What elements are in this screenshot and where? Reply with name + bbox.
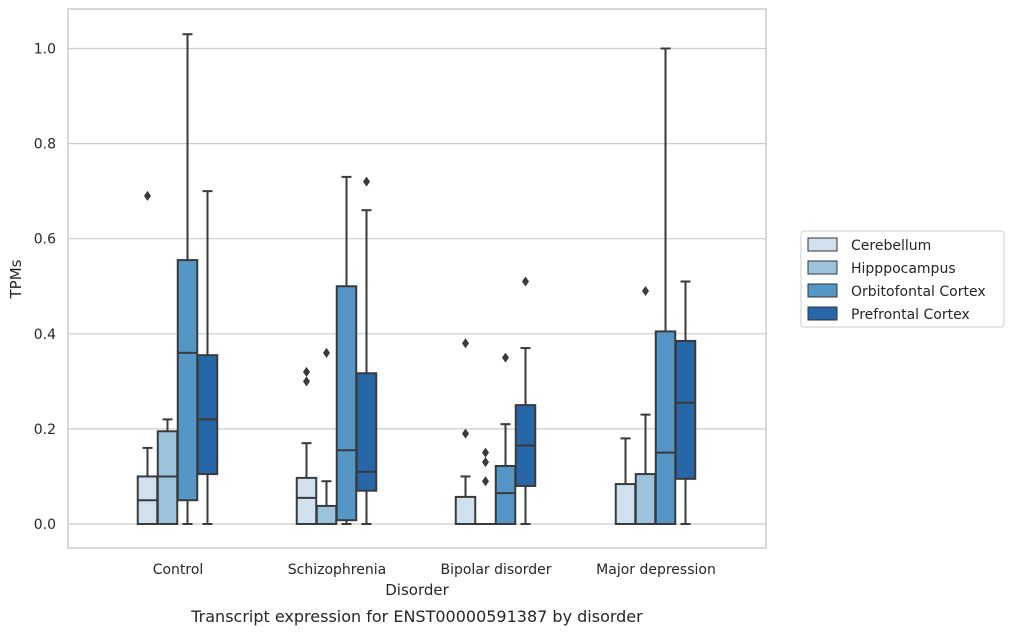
box-iqr [196, 354, 219, 476]
x-tick-label: Control [153, 562, 204, 578]
box-orbitofontal-cortex [176, 33, 199, 525]
outlier-point [303, 366, 310, 377]
box-iqr [295, 476, 318, 525]
y-axis-ticks: 0.0 0.2 0.4 0.6 0.8 1.0 [34, 42, 56, 534]
outlier-point [522, 276, 529, 287]
x-tick-label: Major depression [596, 562, 716, 578]
box-hipppocampus [156, 418, 179, 525]
y-tick-label: 0.2 [34, 422, 56, 438]
outlier-point [482, 476, 489, 487]
box-cerebellum [614, 437, 637, 526]
box-iqr [156, 430, 179, 525]
box-hipppocampus [634, 286, 657, 526]
box-prefrontal-cortex [674, 280, 697, 525]
box-iqr [335, 285, 358, 522]
outlier-point [482, 457, 489, 468]
box-cerebellum [136, 190, 159, 526]
legend-label: Cerebellum [851, 238, 931, 254]
box-prefrontal-cortex [355, 176, 378, 525]
x-axis-label: Disorder [385, 581, 449, 599]
y-axis-label: TPMs [7, 259, 25, 299]
box-cerebellum [454, 338, 477, 526]
box-iqr [654, 330, 677, 525]
box-iqr [634, 473, 657, 526]
legend-label: Hipppocampus [851, 261, 956, 277]
legend: Cerebellum Hipppocampus Orbitofontal Corte… [800, 230, 1005, 328]
outlier-point [462, 428, 469, 439]
legend-swatch [807, 260, 838, 275]
legend-label: Prefrontal Cortex [851, 307, 970, 323]
outlier-point [502, 352, 509, 363]
y-tick-label: 0.8 [34, 137, 56, 153]
outlier-point [642, 286, 649, 297]
box-iqr [315, 504, 338, 525]
box-hipppocampus [474, 447, 497, 526]
legend-label: Orbitofontal Cortex [851, 284, 986, 300]
outlier-point [303, 376, 310, 387]
box-iqr [355, 372, 378, 492]
x-axis-ticks: Control Schizophrenia Bipolar disorder Majo… [153, 562, 716, 578]
outlier-point [482, 447, 489, 458]
box-plot-marks [136, 33, 697, 526]
outlier-point [144, 190, 151, 201]
figure-caption: Transcript expression for ENST0000059138… [190, 607, 643, 626]
box-prefrontal-cortex [196, 190, 219, 525]
box-iqr [454, 495, 477, 526]
legend-swatch [807, 306, 838, 321]
box-hipppocampus [315, 347, 338, 525]
box-orbitofontal-cortex [494, 352, 517, 526]
box-iqr [614, 483, 637, 526]
box-cerebellum [295, 366, 318, 525]
y-tick-label: 0.0 [34, 517, 56, 533]
outlier-point [363, 176, 370, 187]
legend-swatch [807, 237, 838, 252]
outlier-point [323, 347, 330, 358]
y-tick-label: 0.6 [34, 232, 56, 248]
box-prefrontal-cortex [514, 276, 537, 525]
box-iqr [674, 339, 697, 480]
legend-frame [800, 230, 1005, 328]
box-iqr [176, 259, 199, 502]
y-tick-label: 0.4 [34, 327, 56, 343]
box-iqr [494, 464, 517, 526]
x-tick-label: Schizophrenia [288, 562, 386, 578]
legend-swatch [807, 283, 838, 298]
plot-frame [67, 8, 767, 549]
x-tick-label: Bipolar disorder [440, 562, 551, 578]
y-tick-label: 1.0 [34, 42, 56, 58]
box-orbitofontal-cortex [654, 47, 677, 525]
box-orbitofontal-cortex [335, 175, 358, 525]
outlier-point [462, 338, 469, 349]
